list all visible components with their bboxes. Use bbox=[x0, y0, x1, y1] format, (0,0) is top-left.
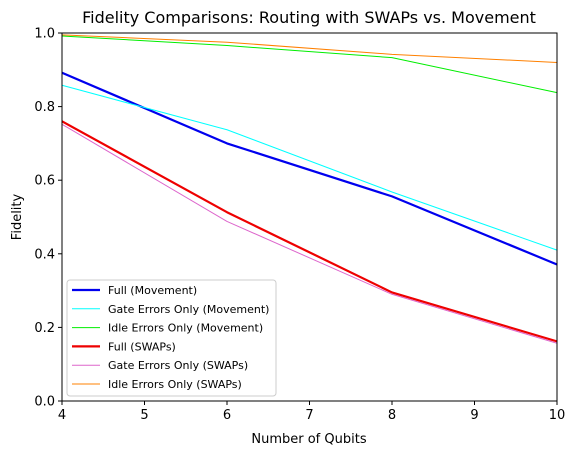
y-tick-label: 0.0 bbox=[34, 395, 55, 410]
legend: Full (Movement) Gate Errors Only (Movemen… bbox=[66, 279, 277, 397]
series-line-5 bbox=[61, 34, 558, 63]
series-line-0 bbox=[61, 71, 558, 266]
legend-label-0: Full (Movement) bbox=[108, 284, 197, 297]
x-tick-label: 8 bbox=[388, 408, 396, 423]
legend-label-3: Full (SWAPs) bbox=[108, 340, 176, 353]
chart-title: Fidelity Comparisons: Routing with SWAPs… bbox=[82, 8, 536, 27]
y-axis-label: Fidelity bbox=[10, 193, 25, 240]
y-tick-label: 0.2 bbox=[34, 321, 55, 336]
series-line-2 bbox=[61, 35, 558, 94]
x-tick-label: 4 bbox=[58, 408, 66, 423]
y-tick-label: 0.8 bbox=[34, 100, 55, 115]
y-axis-ticks: 0.0 0.2 0.4 0.6 0.8 1.0 bbox=[34, 27, 62, 410]
series-line-3 bbox=[61, 120, 558, 343]
legend-label-4: Gate Errors Only (SWAPs) bbox=[108, 359, 248, 372]
x-axis-label: Number of Qubits bbox=[251, 432, 366, 447]
legend-label-2: Idle Errors Only (Movement) bbox=[108, 322, 263, 335]
x-tick-label: 6 bbox=[223, 408, 231, 423]
series-layer bbox=[61, 34, 558, 344]
legend-box bbox=[66, 279, 277, 397]
legend-label-1: Gate Errors Only (Movement) bbox=[108, 303, 269, 316]
x-tick-label: 10 bbox=[549, 408, 566, 423]
y-tick-label: 0.6 bbox=[34, 174, 55, 189]
series-line-1 bbox=[61, 84, 558, 251]
x-tick-label: 7 bbox=[305, 408, 313, 423]
series-line-4 bbox=[61, 123, 558, 344]
x-axis-ticks: 4 5 6 7 8 9 10 bbox=[58, 401, 565, 423]
legend-label-5: Idle Errors Only (SWAPs) bbox=[108, 378, 242, 391]
x-tick-label: 5 bbox=[140, 408, 148, 423]
y-tick-label: 1.0 bbox=[34, 27, 55, 42]
y-tick-label: 0.4 bbox=[34, 247, 55, 262]
x-tick-label: 9 bbox=[470, 408, 478, 423]
